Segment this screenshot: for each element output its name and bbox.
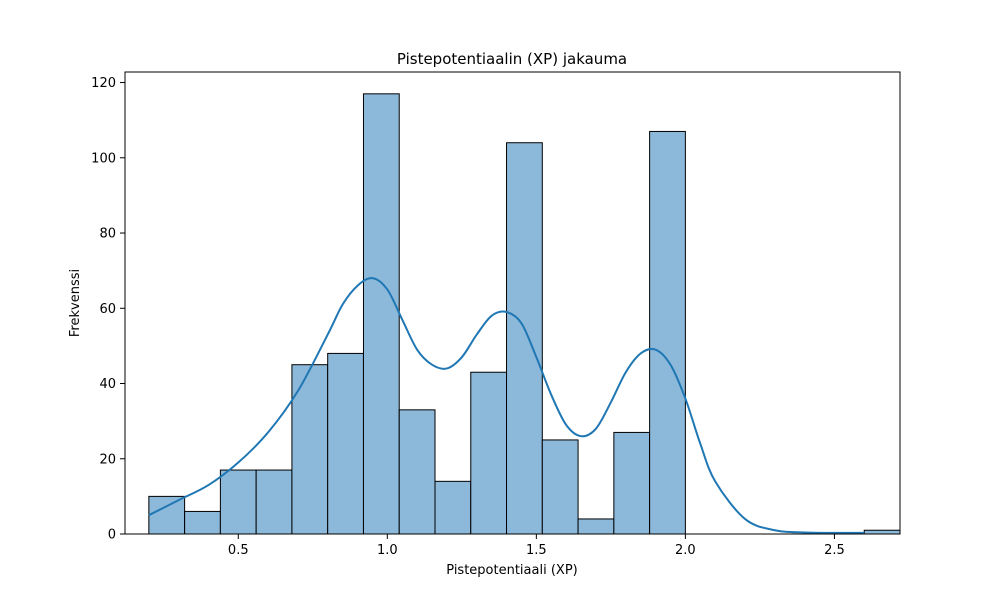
histogram-bar <box>613 431 651 535</box>
y-axis: 0 20 40 60 80 100 120 <box>91 76 125 543</box>
y-tick-label: 20 <box>99 452 116 467</box>
y-axis-label: Frekvenssi <box>68 269 83 337</box>
kde-line <box>148 277 865 534</box>
x-tick-label: 1.5 <box>526 543 547 558</box>
histogram-bar <box>398 409 436 535</box>
y-tick-label: 60 <box>99 302 116 317</box>
histogram-bar <box>506 142 543 535</box>
y-tick-label: 0 <box>108 528 116 543</box>
histogram-bar <box>148 495 186 535</box>
histogram-bar <box>362 93 400 535</box>
histogram-bar <box>255 469 293 535</box>
bars-group <box>148 93 901 535</box>
histogram-bar <box>434 480 472 535</box>
x-axis: 0.5 1.0 1.5 2.0 2.5 <box>228 534 845 558</box>
histogram-bar <box>577 518 615 535</box>
histogram-bar <box>327 352 364 535</box>
y-tick-label: 120 <box>91 76 116 91</box>
histogram-bar <box>863 529 901 535</box>
x-tick-label: 2.5 <box>824 543 845 558</box>
y-tick-label: 100 <box>91 151 116 166</box>
y-tick-label: 80 <box>99 227 116 242</box>
x-tick-label: 1.0 <box>377 543 398 558</box>
y-tick-label: 40 <box>99 377 116 392</box>
x-axis-label: Pistepotentiaali (XP) <box>446 563 577 578</box>
histogram-bar <box>219 469 257 535</box>
plot-frame <box>124 71 901 535</box>
histogram-bar <box>470 371 508 535</box>
histogram-bar <box>649 130 686 535</box>
chart-title: Pistepotentiaalin (XP) jakauma <box>397 50 627 68</box>
histogram-bar <box>541 439 579 535</box>
x-tick-label: 0.5 <box>228 543 249 558</box>
x-tick-label: 2.0 <box>675 543 696 558</box>
histogram-bar <box>184 510 221 535</box>
